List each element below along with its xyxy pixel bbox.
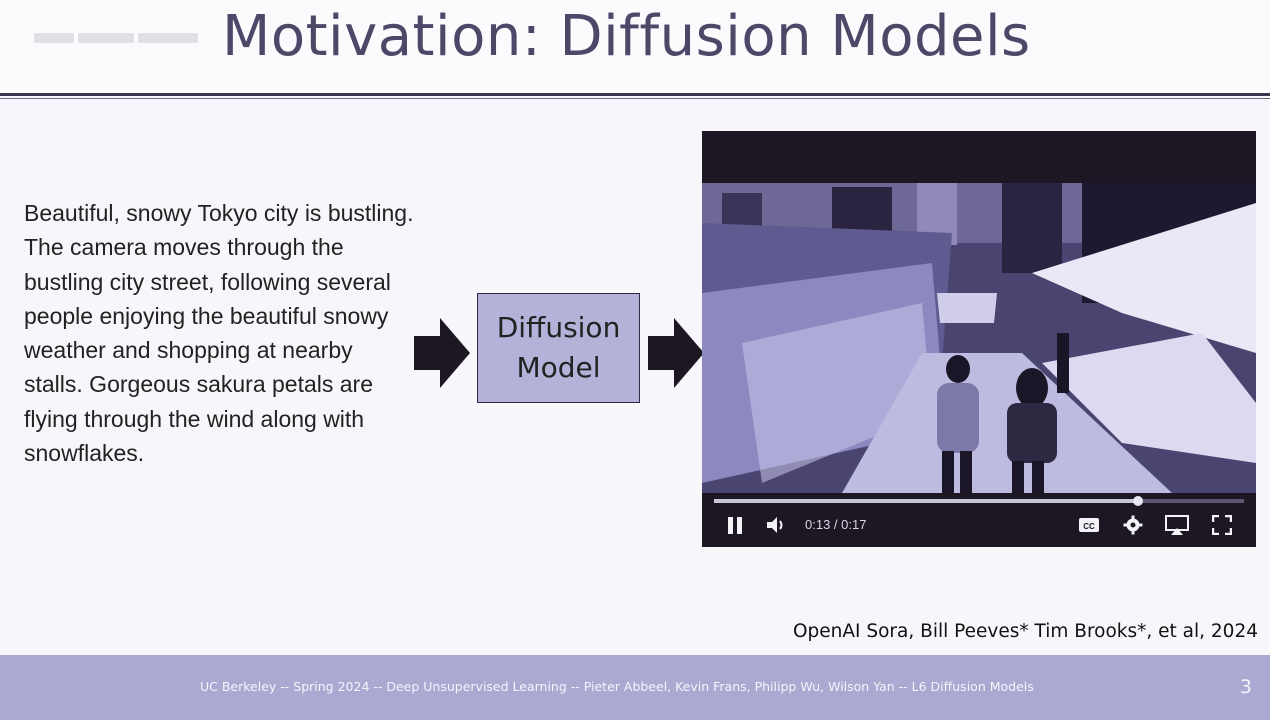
arrow-right-icon xyxy=(414,318,470,388)
footer: UC Berkeley -- Spring 2024 -- Deep Unsup… xyxy=(0,655,1270,720)
diffusion-model-box: Diffusion Model xyxy=(477,293,640,403)
progress-fill xyxy=(714,499,1138,503)
settings-gear-icon[interactable] xyxy=(1123,515,1143,535)
title-band: Motivation: Diffusion Models xyxy=(0,0,1270,96)
footer-text: UC Berkeley -- Spring 2024 -- Deep Unsup… xyxy=(200,679,1034,694)
arrow-right-icon xyxy=(648,318,704,388)
title-divider-thin xyxy=(0,98,1270,99)
fullscreen-icon[interactable] xyxy=(1212,515,1232,535)
faded-logo xyxy=(34,30,224,66)
time-display: 0:13 / 0:17 xyxy=(805,517,867,532)
pause-icon[interactable] xyxy=(726,515,744,535)
progress-knob[interactable] xyxy=(1133,496,1143,506)
model-box-line2: Model xyxy=(516,351,601,384)
video-frame[interactable] xyxy=(702,183,1256,493)
video-player[interactable]: 0:13 / 0:17 CC xyxy=(702,131,1256,547)
video-still-image xyxy=(702,183,1256,493)
model-box-line1: Diffusion xyxy=(496,311,621,344)
volume-icon[interactable] xyxy=(766,515,788,535)
citation: OpenAI Sora, Bill Peeves* Tim Brooks*, e… xyxy=(792,621,1258,642)
title-divider xyxy=(0,93,1270,96)
closed-captions-icon[interactable]: CC xyxy=(1078,515,1100,535)
player-controls: 0:13 / 0:17 CC xyxy=(702,493,1256,547)
svg-text:CC: CC xyxy=(1083,522,1095,531)
page-number: 3 xyxy=(1239,676,1252,698)
airplay-icon[interactable] xyxy=(1165,515,1189,535)
slide-title: Motivation: Diffusion Models xyxy=(222,4,1031,69)
prompt-text: Beautiful, snowy Tokyo city is bustling.… xyxy=(24,200,414,467)
progress-bar[interactable] xyxy=(714,496,1244,506)
